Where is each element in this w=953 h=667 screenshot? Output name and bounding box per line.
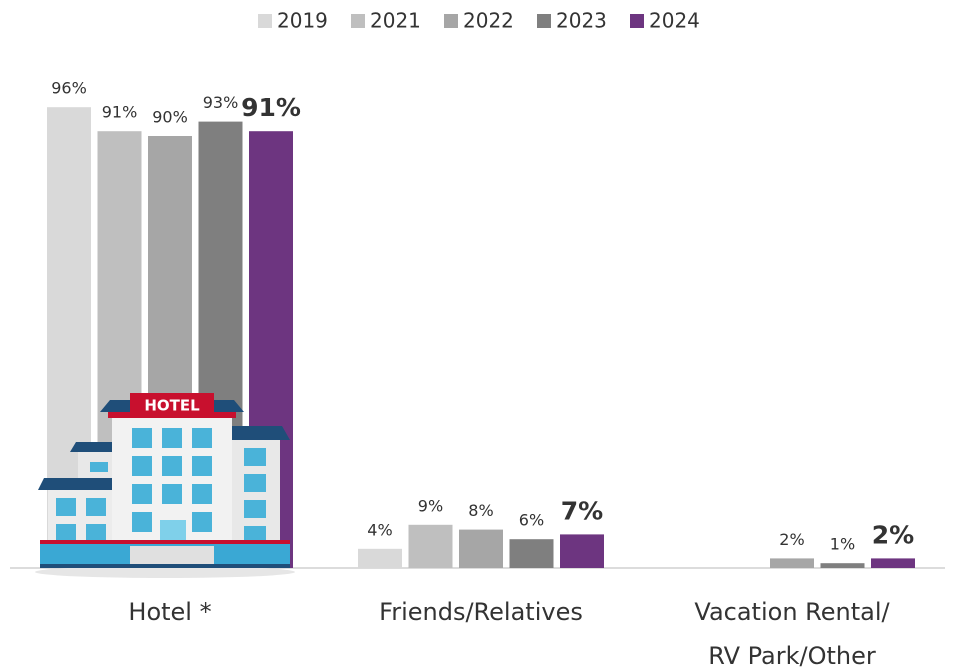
value-label: 4% xyxy=(367,520,392,539)
legend-label: 2022 xyxy=(463,9,514,33)
legend-swatch xyxy=(630,14,644,28)
bar xyxy=(510,539,554,568)
value-label: 7% xyxy=(561,496,603,525)
legend-label: 2021 xyxy=(370,9,421,33)
x-tick-label: Vacation Rental/ RV Park/Other xyxy=(642,590,942,667)
value-label: 8% xyxy=(468,501,493,520)
value-label: 2% xyxy=(872,520,914,549)
legend-swatch xyxy=(351,14,365,28)
value-label: 2% xyxy=(779,530,804,549)
hotel-sign: HOTEL xyxy=(144,397,200,415)
legend-label: 2023 xyxy=(556,9,607,33)
value-label: 9% xyxy=(418,496,443,515)
chart: 2019202120222023202496%91%90%93%91%4%9%8… xyxy=(0,0,953,667)
value-label: 90% xyxy=(152,108,188,127)
value-label: 91% xyxy=(241,93,301,122)
legend-label: 2024 xyxy=(649,9,700,33)
bar xyxy=(409,525,453,568)
legend-swatch xyxy=(537,14,551,28)
legend-swatch xyxy=(444,14,458,28)
chart-canvas: 2019202120222023202496%91%90%93%91%4%9%8… xyxy=(0,0,953,667)
x-tick-label: Friends/Relatives xyxy=(331,590,631,634)
value-label: 93% xyxy=(203,93,239,112)
value-label: 91% xyxy=(102,103,138,122)
bar xyxy=(770,558,814,568)
bar xyxy=(358,549,402,568)
bar xyxy=(821,563,865,568)
x-tick-label: Hotel * xyxy=(20,590,320,634)
bar xyxy=(871,558,915,568)
value-label: 6% xyxy=(519,511,544,530)
bar xyxy=(560,534,604,568)
legend-swatch xyxy=(258,14,272,28)
value-label: 1% xyxy=(830,535,855,554)
legend-label: 2019 xyxy=(277,9,328,33)
value-label: 96% xyxy=(51,79,87,98)
bar xyxy=(459,530,503,568)
